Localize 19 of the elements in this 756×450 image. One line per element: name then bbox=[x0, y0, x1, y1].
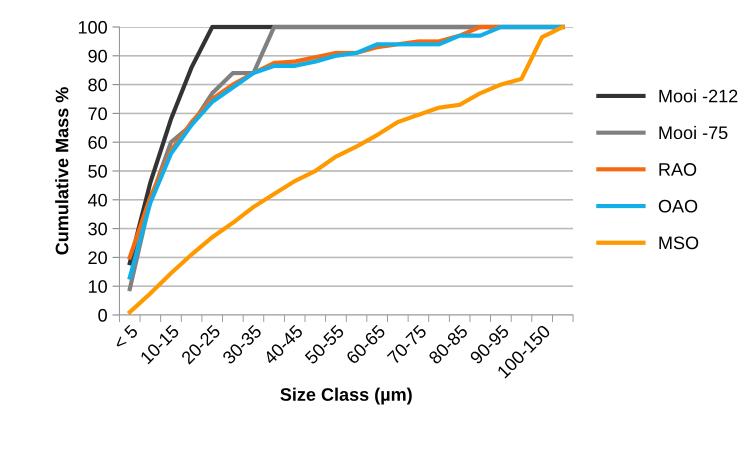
legend-label: RAO bbox=[659, 163, 696, 176]
y-tick-label: 10 bbox=[88, 280, 107, 293]
y-tick-label: 40 bbox=[88, 194, 107, 207]
y-tick-label: 90 bbox=[88, 50, 107, 63]
y-tick-label: 100 bbox=[78, 20, 107, 34]
x-tick-label: < 5 bbox=[112, 324, 139, 350]
y-tick-label: 50 bbox=[88, 164, 107, 178]
y-tick-label: 70 bbox=[88, 107, 107, 120]
y-tick-label: 30 bbox=[88, 222, 107, 236]
legend-label: OAO bbox=[658, 200, 698, 213]
legend-label: Mooi -75 bbox=[659, 126, 728, 140]
y-tick-label: 20 bbox=[88, 251, 107, 264]
legend-label: Mooi -212 bbox=[659, 89, 738, 102]
y-tick-label: 0 bbox=[98, 308, 107, 322]
y-tick-label: 60 bbox=[88, 136, 107, 149]
y-tick-label: 80 bbox=[88, 78, 107, 92]
y-axis-title: Cumulative Mass % bbox=[55, 87, 68, 255]
legend-label: MSO bbox=[659, 236, 698, 250]
x-axis-title: Size Class (µm) bbox=[280, 388, 412, 404]
